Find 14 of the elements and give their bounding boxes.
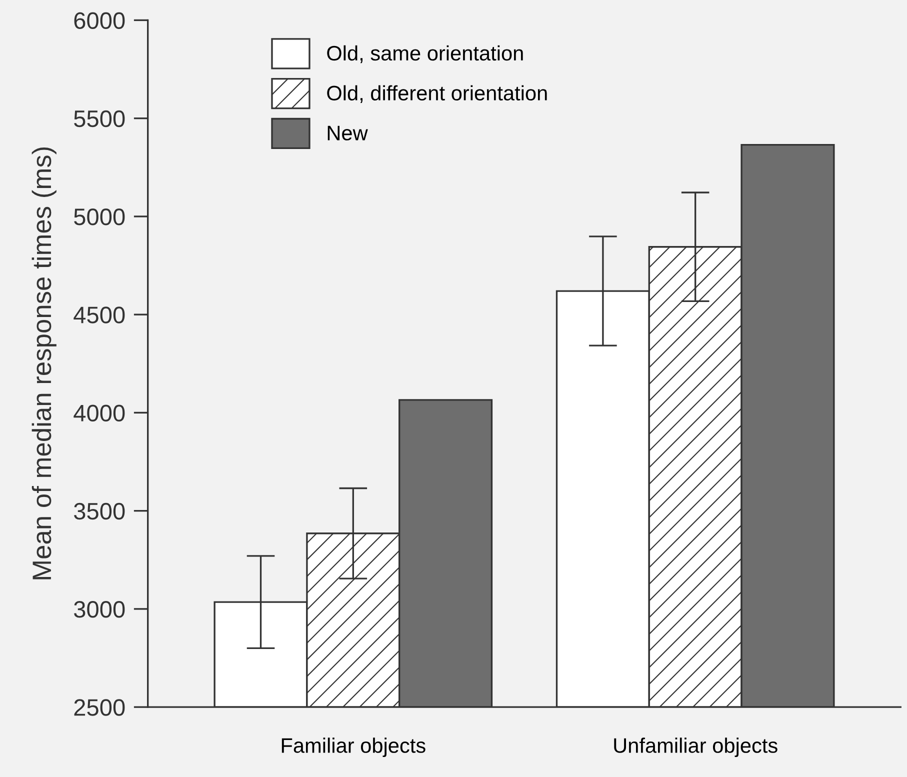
- y-tick-label: 5500: [74, 110, 125, 128]
- y-tick-label: 4000: [74, 404, 125, 422]
- y-tick-label: 2500: [74, 699, 125, 716]
- y-tick-label: 4500: [74, 306, 125, 324]
- x-tick-label: Unfamiliar objects: [614, 738, 778, 758]
- x-tick-label: Familiar objects: [282, 738, 426, 758]
- y-tick-label: 6000: [74, 12, 125, 29]
- y-tick-label: 3000: [74, 601, 125, 618]
- legend-label: Old, different orientation: [327, 85, 547, 103]
- legend-label: Old, same orientation: [327, 45, 523, 64]
- y-tick-label: 5000: [74, 208, 125, 226]
- y-axis-title: Mean of median response times (ms): [32, 147, 56, 580]
- legend-label: New: [328, 126, 368, 140]
- y-tick-label: 3500: [74, 502, 125, 520]
